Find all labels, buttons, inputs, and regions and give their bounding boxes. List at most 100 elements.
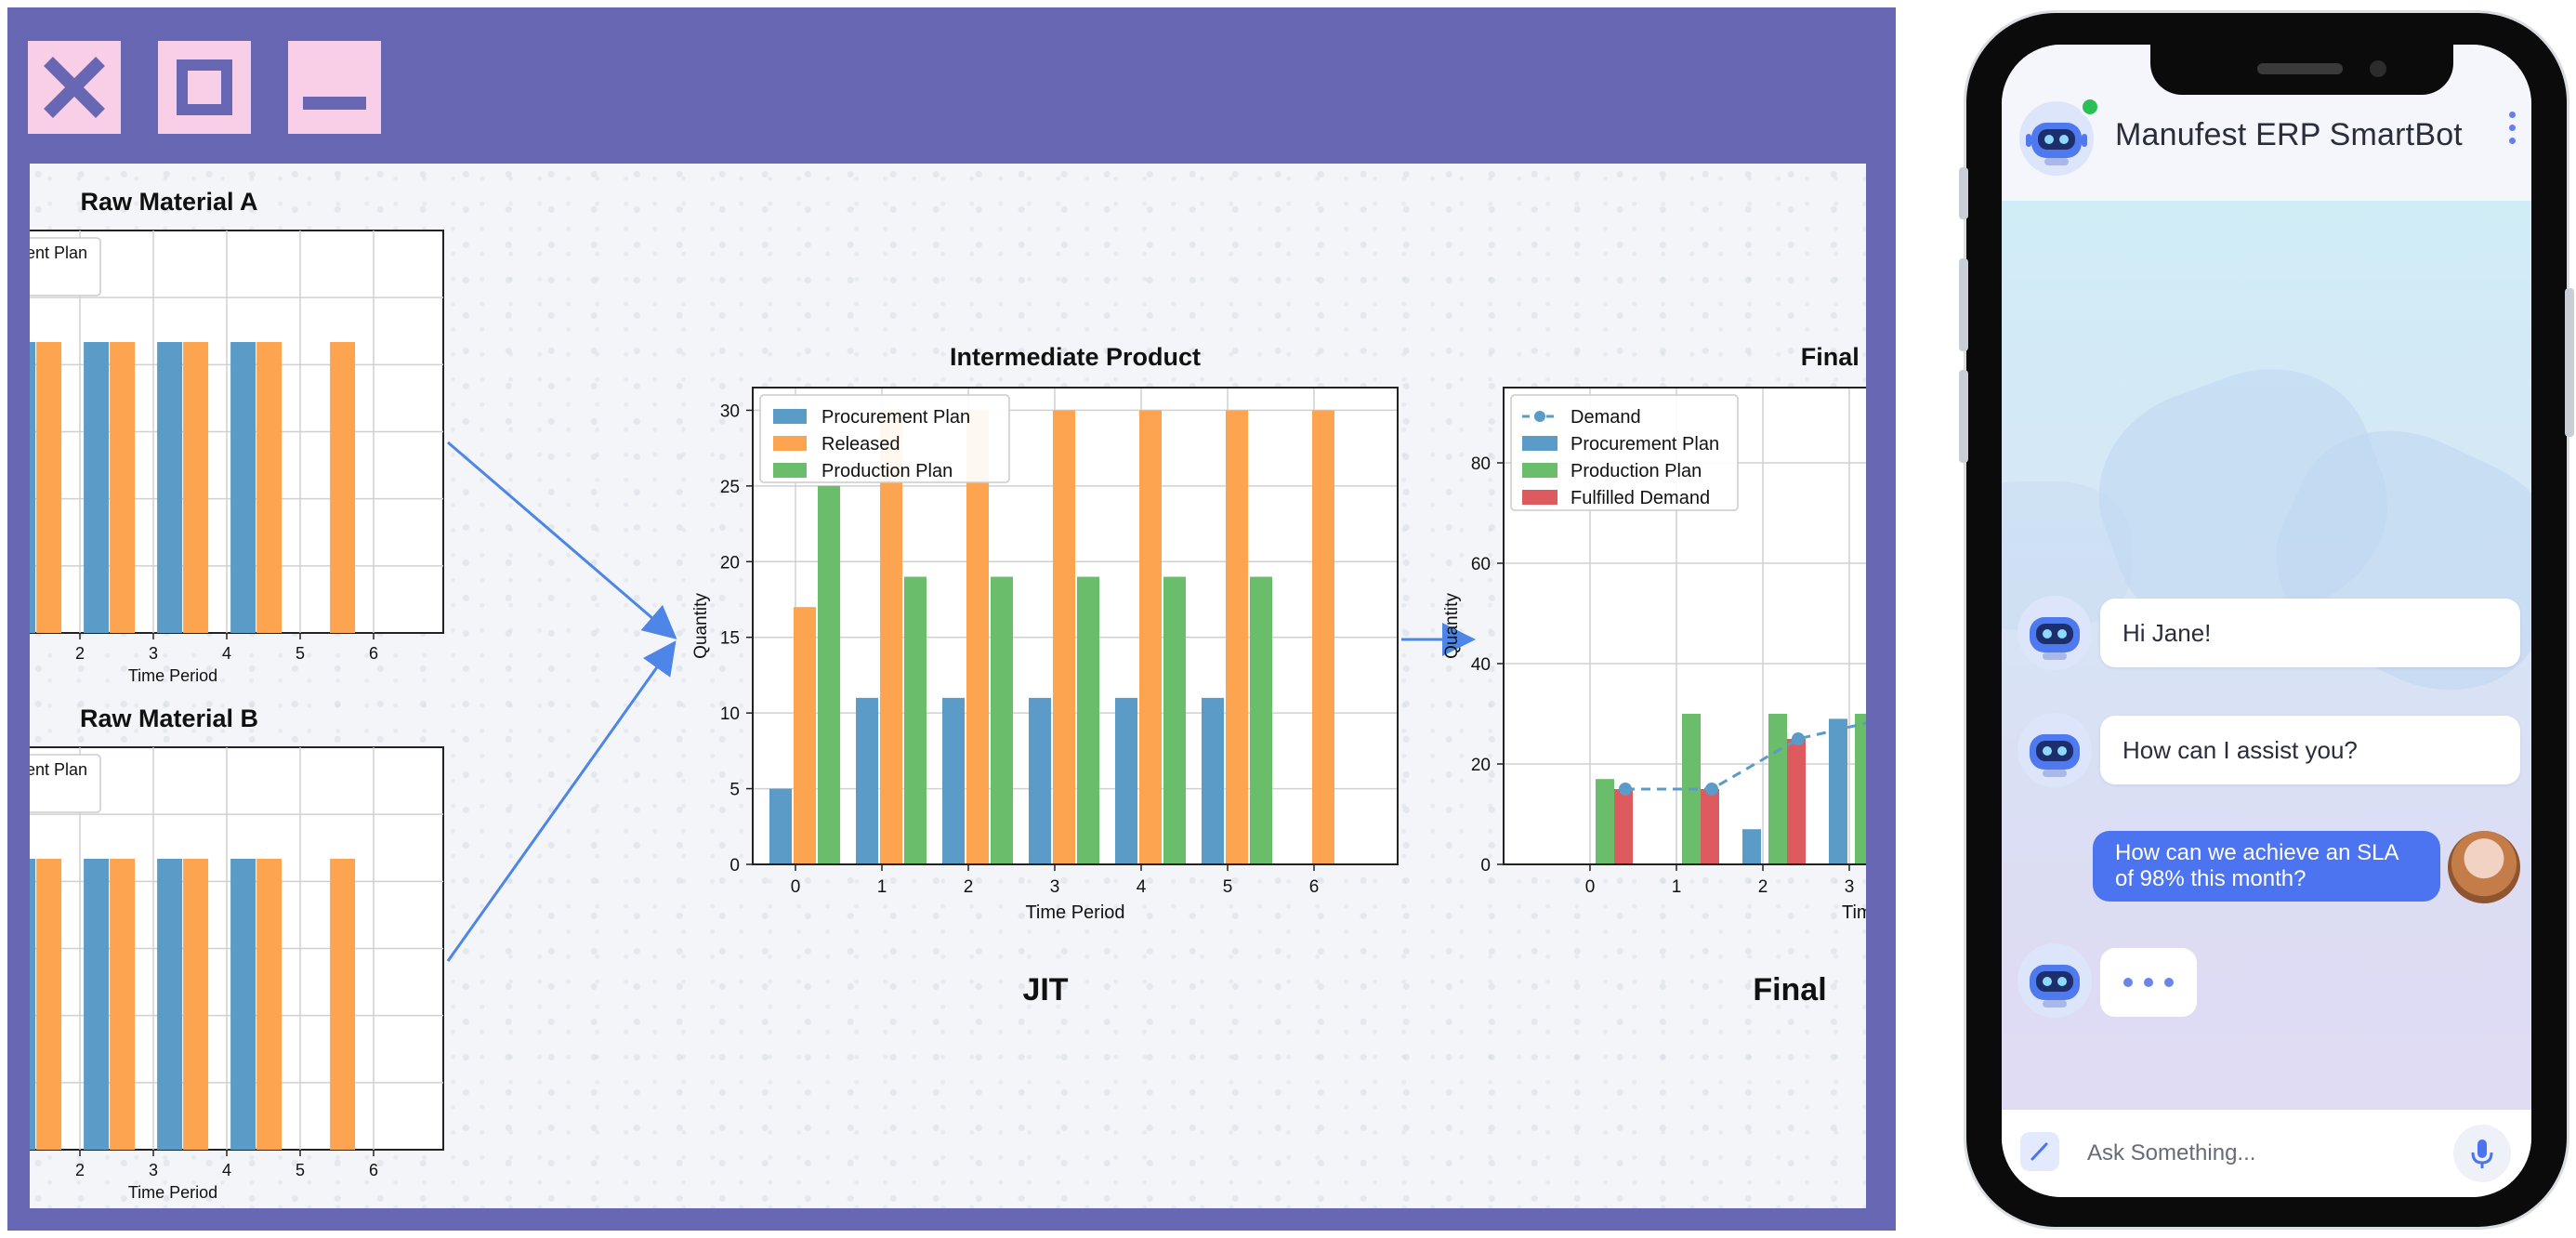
bar-procurement-plan: [84, 342, 110, 633]
flow-arrow-a: [447, 441, 677, 639]
legend-label: Released: [821, 434, 900, 454]
legend-box: [759, 394, 1010, 483]
message-input[interactable]: [2085, 1126, 2433, 1180]
bot-avatar-icon: [2017, 713, 2092, 787]
x-tick-label: 4: [222, 1161, 231, 1179]
bar-production-plan: [1077, 576, 1099, 864]
final-label: Final: [1753, 972, 1826, 1008]
bar-released: [256, 342, 283, 633]
bar-released: [110, 342, 136, 633]
maximize-button[interactable]: [158, 41, 251, 134]
bar-released: [1139, 410, 1162, 864]
legend-swatch: [1522, 463, 1557, 478]
chart-final-product: Final P 0 1 2 3 0 20 40 60 80 Time P Quantity Demand…: [1442, 343, 1866, 923]
bar-released: [880, 410, 902, 864]
legend-box: [30, 237, 101, 296]
legend-swatch: [773, 463, 807, 478]
phone-power-button: [2565, 288, 2574, 437]
bar-released: [36, 342, 62, 633]
bar-procurement-plan: [1202, 697, 1224, 864]
demand-point: [1705, 783, 1718, 796]
bar-procurement-plan: [1829, 718, 1847, 864]
demand-point: [1619, 783, 1632, 796]
minimize-icon: [303, 97, 366, 110]
x-tick-label: 5: [296, 1161, 305, 1179]
workflow-board: Raw Material A 2 3 4 5 6 Time Period ent Plan R…: [30, 164, 1866, 1208]
x-tick-label: 1: [1672, 877, 1682, 897]
x-tick-label: 2: [964, 877, 974, 897]
bar-released: [36, 859, 62, 1150]
bar-production-plan: [991, 576, 1013, 864]
legend-swatch: [1522, 490, 1557, 505]
maximize-icon: [177, 59, 232, 115]
flow-arrow-b: [446, 640, 677, 962]
user-message: How can we achieve an SLA of 98% this mo…: [2093, 831, 2440, 902]
bar-released: [1053, 410, 1075, 864]
x-tick-label: 2: [75, 644, 85, 663]
bar-production-plan: [904, 576, 927, 864]
minimize-button[interactable]: [288, 41, 381, 134]
bot-message: Hi Jane!: [2100, 599, 2520, 667]
bar-procurement-plan: [30, 859, 36, 1150]
y-tick-label: 0: [1480, 856, 1491, 876]
bar-production-plan: [1163, 576, 1186, 864]
kebab-menu-icon[interactable]: [2509, 112, 2518, 145]
legend-label: Production Plan: [821, 461, 953, 481]
legend-swatch: [1534, 411, 1545, 422]
legend-label: Production Plan: [1571, 461, 1702, 481]
phone-frame: Manufest ERP SmartBot Hi Jane! How can I…: [1959, 13, 2574, 1227]
speaker-grille: [2257, 63, 2343, 74]
online-status-dot: [2080, 97, 2100, 117]
pencil-button[interactable]: [2020, 1132, 2059, 1171]
x-tick-label: 0: [1585, 877, 1596, 897]
x-tick-label: 3: [149, 644, 158, 663]
legend-swatch: [773, 409, 807, 424]
bar-production-plan: [1250, 576, 1272, 864]
bar-procurement-plan: [1029, 697, 1051, 864]
desktop-window: Raw Material A 2 3 4 5 6 Time Period ent Plan R…: [7, 7, 1896, 1231]
x-tick-label: 2: [75, 1161, 85, 1179]
x-tick-label: 4: [222, 644, 231, 663]
chart-raw-material-a: Raw Material A 2 3 4 5 6 Time Period ent Plan: [30, 188, 444, 685]
bar-fulfilled-demand: [1701, 789, 1719, 864]
y-axis-label: Quantity: [1442, 593, 1462, 659]
x-tick-label: 3: [1050, 877, 1060, 897]
legend-label: Procurement Plan: [821, 407, 970, 428]
chart-title: Final P: [1801, 343, 1866, 371]
bar-fulfilled-demand: [1787, 739, 1806, 864]
y-tick-label: 20: [720, 553, 740, 573]
legend-label: Demand: [1571, 407, 1641, 428]
bar-procurement-plan: [157, 859, 183, 1150]
bar-production-plan: [1596, 779, 1614, 864]
bar-procurement-plan: [230, 859, 256, 1150]
bar-procurement-plan: [230, 342, 256, 633]
y-tick-label: 30: [720, 402, 740, 421]
bot-avatar-icon: [2017, 943, 2092, 1018]
chart-title: Raw Material A: [80, 188, 257, 216]
bar-procurement-plan: [942, 697, 965, 864]
close-button[interactable]: [28, 41, 121, 134]
bar-released: [330, 859, 356, 1150]
legend-label: Fulfilled Demand: [1571, 488, 1710, 508]
chat-screen: Manufest ERP SmartBot Hi Jane! How can I…: [2002, 45, 2531, 1197]
bar-procurement-plan: [1115, 697, 1137, 864]
x-tick-label: 4: [1137, 877, 1147, 897]
chart-intermediate-product: Intermediate Product 0 1 2 3 4 5 6 0 5 10 15 20 25 30 T…: [691, 343, 1399, 923]
bar-released: [110, 859, 136, 1150]
x-tick-label: 2: [1758, 877, 1768, 897]
phone-volume-up: [1959, 258, 1968, 351]
chart-raw-material-b: Raw Material B 2 3 4 5 6 Time Period ent Plan: [30, 705, 444, 1202]
bar-procurement-plan: [30, 342, 36, 633]
y-tick-label: 20: [1471, 756, 1491, 775]
legend-label: ent Plan: [30, 760, 87, 779]
y-axis-label: Quantity: [691, 593, 711, 659]
legend-label: ent Plan: [30, 244, 87, 262]
chart-title: Raw Material B: [80, 705, 258, 732]
plot-border: [752, 387, 1399, 865]
bot-message: How can I assist you?: [2100, 716, 2520, 784]
y-tick-label: 25: [720, 478, 740, 497]
microphone-button[interactable]: [2453, 1125, 2511, 1182]
pencil-icon: [2031, 1142, 2048, 1161]
typing-indicator: [2100, 948, 2197, 1017]
bar-released: [256, 859, 283, 1150]
